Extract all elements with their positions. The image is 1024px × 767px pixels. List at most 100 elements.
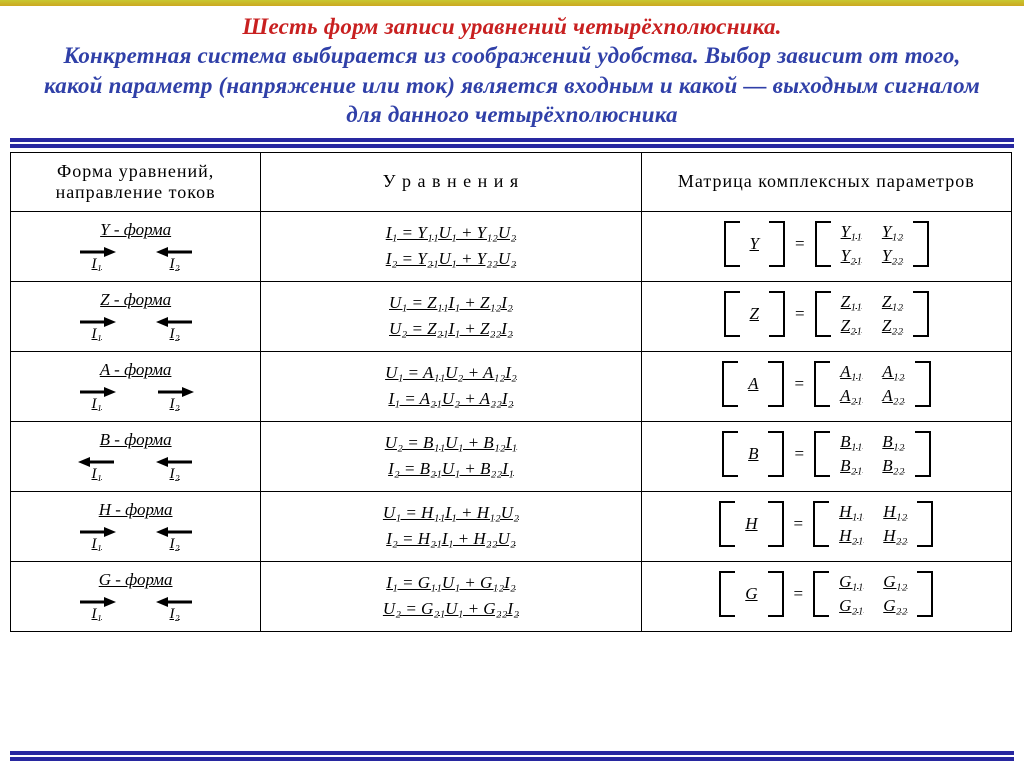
equations-cell: U₁ = Z₁₁I₁ + Z₁₂I₂U₂ = Z₂₁I₁ + Z₂₂I₂: [261, 281, 641, 351]
arrow-i1: I₁: [78, 596, 116, 623]
bracket-left-icon: [719, 571, 735, 617]
matrix-cell: Z=Z₁₁Z₁₂Z₂₁Z₂₂: [641, 281, 1011, 351]
m11: Z₁₁: [841, 292, 862, 312]
eq1: U₁ = Z₁₁I₁ + Z₁₂I₂: [389, 293, 513, 312]
m21: H₂₁: [839, 526, 863, 546]
double-rule-bottom: [10, 751, 1014, 761]
bracket-left-icon: [815, 221, 831, 267]
m11: H₁₁: [839, 502, 863, 522]
bracket-left-icon: [813, 501, 829, 547]
matrix-cell: H=H₁₁H₁₂H₂₁H₂₂: [641, 491, 1011, 561]
m12: G₁₂: [883, 572, 907, 592]
matrix-wrap: A = A₁₁A₁₂A₂₁A₂₂: [722, 361, 930, 407]
eq2: I₁ = A₂₁U₂ + A₂₂I₂: [388, 389, 513, 408]
eq2: I₂ = Y₂₁U₁ + Y₂₂U₂: [386, 249, 516, 268]
arrows-row: I₁ I₂: [17, 386, 254, 413]
title-red: Шесть форм записи уравнений четырёхполюс…: [242, 14, 781, 39]
matrix-cell: Y=Y₁₁Y₁₂Y₂₁Y₂₂: [641, 211, 1011, 281]
bracket-right-icon: [915, 361, 931, 407]
matrix-wrap: B=B₁₁B₁₂B₂₁B₂₂: [722, 431, 930, 477]
eq2: I₂ = B₂₁U₁ + B₂₂I₁: [388, 459, 514, 478]
form-name: G - форма: [99, 570, 173, 590]
m21: G₂₁: [839, 596, 863, 616]
arrow-i2: I₂: [156, 526, 194, 553]
m12: Z₁₂: [882, 292, 903, 312]
i1-label: I₁: [92, 466, 102, 483]
form-name: B - форма: [100, 430, 172, 450]
arrow-i1: I₁: [78, 386, 116, 413]
matrix-symbol: H: [745, 514, 757, 534]
bracket-left-icon: [722, 431, 738, 477]
equations-cell: I₁ = Y₁₁U₁ + Y₁₂U₂I₂ = Y₂₁U₁ + Y₂₂U₂: [261, 211, 641, 281]
matrix-grid: H₁₁ H₁₂ H₂₁ H₂₂: [839, 502, 907, 546]
m22: Y₂₂: [882, 246, 903, 266]
i1-label: I₁: [92, 326, 102, 343]
equations-cell: U₁ = A₁₁U₂ + A₁₂I₂I₁ = A₂₁U₂ + A₂₂I₂: [261, 351, 641, 421]
m22: B₂₂: [882, 456, 904, 476]
title-blue: Конкретная система выбирается из соображ…: [44, 43, 980, 127]
table-row: G - формаI₁I₂I₁ = G₁₁U₁ + G₁₂I₂U₂ = G₂₁U…: [11, 561, 1012, 631]
table-row: A - форма I₁ I₂ U₁ = A₁₁U₂ + A₁₂I₂I₁ = A₂₁U…: [11, 351, 1012, 421]
equals: =: [794, 374, 804, 394]
matrix-grid: G₁₁G₁₂G₂₁G₂₂: [839, 572, 907, 616]
matrix-wrap: Z=Z₁₁Z₁₂Z₂₁Z₂₂: [724, 291, 930, 337]
form-name: A - форма: [100, 360, 172, 380]
bracket-left-icon: [719, 501, 735, 547]
bracket-left-icon: [724, 291, 740, 337]
form-cell: H - форма I₁ I₂: [11, 491, 261, 561]
matrix-wrap: Y=Y₁₁Y₁₂Y₂₁Y₂₂: [724, 221, 930, 267]
i2-label: I₂: [170, 396, 180, 413]
arrows-row: I₁ I₂: [17, 316, 254, 343]
bracket-right-icon: [913, 221, 929, 267]
m12: H₁₂: [883, 502, 907, 522]
col-header-form: Форма уравнений, направление токов: [11, 152, 261, 211]
m22: H₂₂: [883, 526, 907, 546]
arrow-i1: I₁: [78, 246, 116, 273]
bracket-left-icon: [814, 431, 830, 477]
arrows-row: I₁ I₂: [17, 456, 254, 483]
matrix-symbol: Z: [750, 304, 759, 324]
header-row: Форма уравнений, направление токов У р а…: [11, 152, 1012, 211]
m22: G₂₂: [883, 596, 907, 616]
bracket-right-icon: [769, 291, 785, 337]
matrix-wrap: H=H₁₁H₁₂H₂₁H₂₂: [719, 501, 933, 547]
m21: Z₂₁: [841, 316, 862, 336]
matrix-symbol: A: [748, 374, 758, 394]
i1-label: I₁: [92, 536, 102, 553]
matrix-symbol: G: [745, 584, 757, 604]
bracket-right-icon: [768, 571, 784, 617]
bracket-left-icon: [813, 571, 829, 617]
i1-label: I₁: [92, 606, 102, 623]
equations-cell: U₁ = H₁₁I₁ + H₁₂U₂ I₂ = H₂₁I₁ + H₂₂U₂: [261, 491, 641, 561]
equals: =: [795, 304, 805, 324]
table-row: Y - форма I₁ I₂ I₁ = Y₁₁U₁ + Y₁₂U₂I₂ = Y₂₁U…: [11, 211, 1012, 281]
equals: =: [794, 584, 804, 604]
matrix-grid: Y₁₁Y₁₂Y₂₁Y₂₂: [841, 222, 904, 266]
i2-label: I₂: [170, 536, 180, 553]
eq1: U₁ = H₁₁I₁ + H₁₂U₂: [383, 503, 519, 522]
equals: =: [794, 444, 804, 464]
matrix-cell: B=B₁₁B₁₂B₂₁B₂₂: [641, 421, 1011, 491]
bracket-left-icon: [814, 361, 830, 407]
equations-cell: I₁ = G₁₁U₁ + G₁₂I₂U₂ = G₂₁U₁ + G₂₂I₂: [261, 561, 641, 631]
i2-label: I₂: [170, 256, 180, 273]
m21: Y₂₁: [841, 246, 862, 266]
arrow-i2: I₂: [156, 316, 194, 343]
i2-label: I₂: [170, 466, 180, 483]
matrix-grid: A₁₁A₁₂A₂₁A₂₂: [840, 362, 904, 406]
form-cell: B - форма I₁ I₂: [11, 421, 261, 491]
form-cell: Z - формаI₁I₂: [11, 281, 261, 351]
arrow-i2: I₂: [156, 456, 194, 483]
form-cell: A - форма I₁ I₂: [11, 351, 261, 421]
bracket-right-icon: [917, 501, 933, 547]
m12: A₁₂: [882, 362, 904, 382]
form-name: H - форма: [99, 500, 173, 520]
matrix-cell: A = A₁₁A₁₂A₂₁A₂₂: [641, 351, 1011, 421]
matrix-symbol: B: [748, 444, 758, 464]
eq2: I₂ = H₂₁I₁ + H₂₂U₂: [386, 529, 515, 548]
form-name: Y - форма: [100, 220, 171, 240]
m12: Y₁₂: [882, 222, 903, 242]
table-row: H - форма I₁ I₂ U₁ = H₁₁I₁ + H₁₂U₂ I₂ = H₂₁I…: [11, 491, 1012, 561]
bracket-right-icon: [768, 501, 784, 547]
i1-label: I₁: [92, 396, 102, 413]
